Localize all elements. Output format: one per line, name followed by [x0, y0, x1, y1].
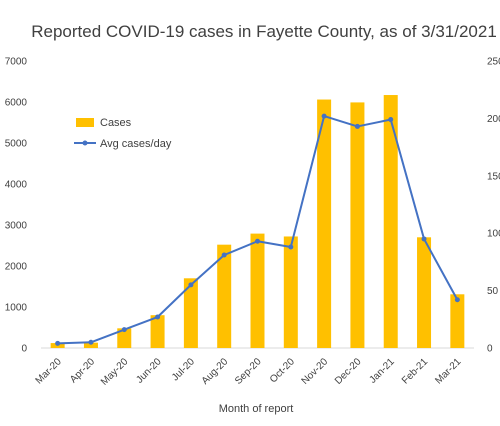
y-tick-label: 5000: [5, 139, 28, 150]
x-tick-label: Apr-20: [68, 356, 97, 385]
bar: [150, 315, 165, 348]
line-point: [188, 282, 194, 288]
line-point: [388, 117, 394, 123]
bar: [183, 278, 198, 348]
x-axis-title: Month of report: [219, 403, 294, 415]
line-point: [55, 340, 61, 346]
legend-swatch-cases: [76, 118, 94, 127]
x-tick-label: Mar-21: [433, 356, 463, 386]
x-tick-label: Jan-21: [367, 356, 397, 386]
y2-tick-label: 100: [487, 229, 500, 240]
legend-label-cases: Cases: [100, 117, 132, 129]
chart-title: Reported COVID-19 cases in Fayette Count…: [31, 22, 497, 41]
line-point: [288, 244, 294, 250]
bar: [83, 342, 98, 348]
line-point: [454, 297, 460, 303]
line-point: [255, 238, 260, 244]
y2-tick-label: 50: [487, 286, 499, 297]
bar: [383, 95, 398, 348]
x-tick-label: Jul-20: [170, 356, 197, 383]
legend: Cases Avg cases/day: [74, 117, 172, 150]
line-series-avg-cases: [55, 113, 460, 346]
line-point: [354, 123, 360, 129]
bar: [217, 244, 232, 348]
bar: [117, 328, 132, 348]
x-tick-label: Nov-20: [300, 356, 331, 387]
y-tick-label: 6000: [5, 98, 28, 109]
x-tick-label: Aug-20: [200, 356, 231, 387]
line-point: [421, 236, 427, 242]
x-tick-label: Dec-20: [333, 356, 364, 387]
bar: [283, 236, 298, 348]
bar: [250, 233, 265, 348]
bar: [317, 99, 332, 348]
legend-label-avg: Avg cases/day: [100, 138, 172, 150]
x-tick-label: Mar-20: [34, 356, 64, 386]
x-tick-label: Feb-21: [400, 356, 430, 386]
legend-swatch-avg-marker: [82, 140, 88, 146]
y2-tick-label: 200: [487, 114, 500, 125]
bar: [417, 237, 432, 348]
y-tick-label: 4000: [5, 180, 28, 191]
y2-tick-label: 250: [487, 57, 500, 68]
y-tick-label: 1000: [5, 303, 28, 314]
line-point: [88, 339, 94, 345]
y2-tick-label: 0: [487, 344, 493, 355]
x-tick-label: Oct-20: [268, 356, 297, 385]
y-tick-label: 3000: [5, 221, 28, 232]
bar: [350, 102, 365, 348]
line-point: [221, 252, 227, 258]
bar-series-cases: [50, 95, 465, 348]
x-tick-label: Jun-20: [134, 356, 164, 386]
y-tick-label: 2000: [5, 262, 28, 273]
bar: [450, 294, 465, 348]
x-tick-label: May-20: [99, 356, 131, 388]
line-point: [121, 327, 127, 333]
y2-tick-label: 150: [487, 171, 500, 182]
line-point: [321, 113, 327, 119]
x-tick-label: Sep-20: [233, 356, 264, 387]
line-point: [155, 314, 161, 320]
y-tick-label: 7000: [5, 57, 28, 68]
y-tick-label: 0: [21, 344, 27, 355]
